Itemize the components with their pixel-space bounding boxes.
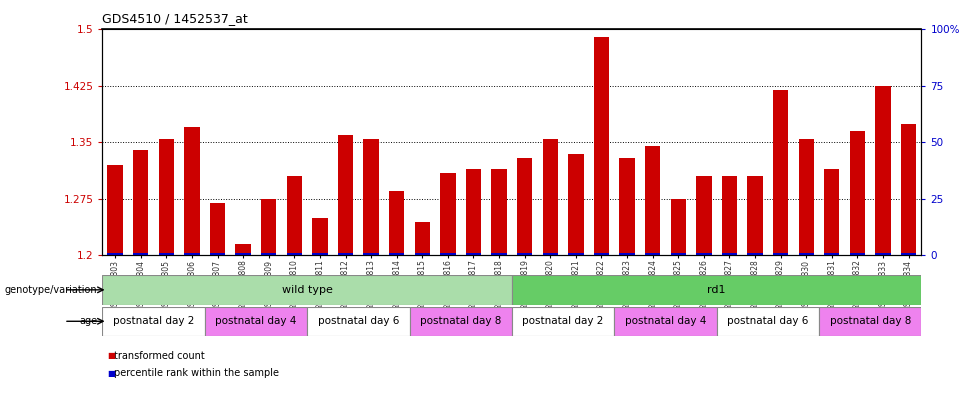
Bar xyxy=(849,253,865,255)
Bar xyxy=(410,307,512,336)
Bar xyxy=(747,176,762,255)
Bar xyxy=(696,253,712,255)
Bar xyxy=(619,158,635,255)
Bar xyxy=(517,158,532,255)
Bar xyxy=(236,253,251,255)
Bar xyxy=(619,253,635,255)
Bar xyxy=(133,150,148,255)
Bar xyxy=(671,253,686,255)
Bar xyxy=(568,154,583,255)
Bar xyxy=(517,253,532,255)
Text: age: age xyxy=(79,316,98,326)
Bar xyxy=(773,253,788,255)
Text: GDS4510 / 1452537_at: GDS4510 / 1452537_at xyxy=(102,13,248,26)
Bar xyxy=(440,173,455,255)
Text: ■: ■ xyxy=(107,351,115,360)
Bar xyxy=(568,253,583,255)
Text: postnatal day 4: postnatal day 4 xyxy=(215,316,296,326)
Text: postnatal day 2: postnatal day 2 xyxy=(113,316,194,326)
Text: postnatal day 6: postnatal day 6 xyxy=(318,316,399,326)
Bar xyxy=(696,176,712,255)
Bar xyxy=(159,253,174,255)
Bar xyxy=(287,253,302,255)
Bar xyxy=(717,307,819,336)
Bar xyxy=(312,253,328,255)
Bar xyxy=(542,253,558,255)
Bar xyxy=(542,139,558,255)
Bar xyxy=(102,275,512,305)
Bar xyxy=(287,176,302,255)
Bar xyxy=(364,253,378,255)
Text: rd1: rd1 xyxy=(708,285,725,295)
Bar xyxy=(512,307,614,336)
Bar xyxy=(491,169,507,255)
Text: postnatal day 6: postnatal day 6 xyxy=(727,316,808,326)
Bar xyxy=(205,307,307,336)
Bar xyxy=(159,139,174,255)
Bar xyxy=(901,253,916,255)
Text: postnatal day 4: postnatal day 4 xyxy=(625,316,706,326)
Bar xyxy=(614,307,717,336)
Bar xyxy=(414,222,430,255)
Bar xyxy=(364,139,378,255)
Bar xyxy=(307,307,410,336)
Bar xyxy=(210,253,225,255)
Text: genotype/variation: genotype/variation xyxy=(5,285,98,295)
Bar xyxy=(901,124,916,255)
Bar xyxy=(261,199,277,255)
Bar xyxy=(102,307,205,336)
Bar xyxy=(133,253,148,255)
Bar xyxy=(261,253,277,255)
Bar xyxy=(819,307,921,336)
Text: wild type: wild type xyxy=(282,285,332,295)
Bar xyxy=(594,253,609,255)
Bar xyxy=(107,253,123,255)
Bar xyxy=(799,253,814,255)
Bar xyxy=(414,253,430,255)
Bar xyxy=(337,253,353,255)
Text: postnatal day 8: postnatal day 8 xyxy=(830,316,911,326)
Bar xyxy=(312,218,328,255)
Text: percentile rank within the sample: percentile rank within the sample xyxy=(114,368,279,378)
Bar xyxy=(236,244,251,255)
Bar xyxy=(389,253,405,255)
Bar xyxy=(722,176,737,255)
Bar xyxy=(876,86,891,255)
Bar xyxy=(389,191,405,255)
Bar xyxy=(671,199,686,255)
Bar xyxy=(107,165,123,255)
Bar xyxy=(466,253,481,255)
Bar xyxy=(747,253,762,255)
Bar xyxy=(799,139,814,255)
Bar xyxy=(849,131,865,255)
Bar xyxy=(491,253,507,255)
Bar xyxy=(594,37,609,255)
Bar xyxy=(512,275,921,305)
Text: postnatal day 8: postnatal day 8 xyxy=(420,316,501,326)
Bar xyxy=(876,253,891,255)
Text: ■: ■ xyxy=(107,369,115,378)
Bar xyxy=(722,253,737,255)
Text: transformed count: transformed count xyxy=(114,351,205,361)
Bar xyxy=(824,169,839,255)
Bar xyxy=(210,203,225,255)
Bar xyxy=(824,253,839,255)
Bar xyxy=(440,253,455,255)
Bar xyxy=(773,90,788,255)
Text: postnatal day 2: postnatal day 2 xyxy=(523,316,604,326)
Bar xyxy=(645,253,660,255)
Bar xyxy=(184,253,200,255)
Bar xyxy=(337,135,353,255)
Bar xyxy=(184,127,200,255)
Bar xyxy=(645,146,660,255)
Bar xyxy=(466,169,481,255)
